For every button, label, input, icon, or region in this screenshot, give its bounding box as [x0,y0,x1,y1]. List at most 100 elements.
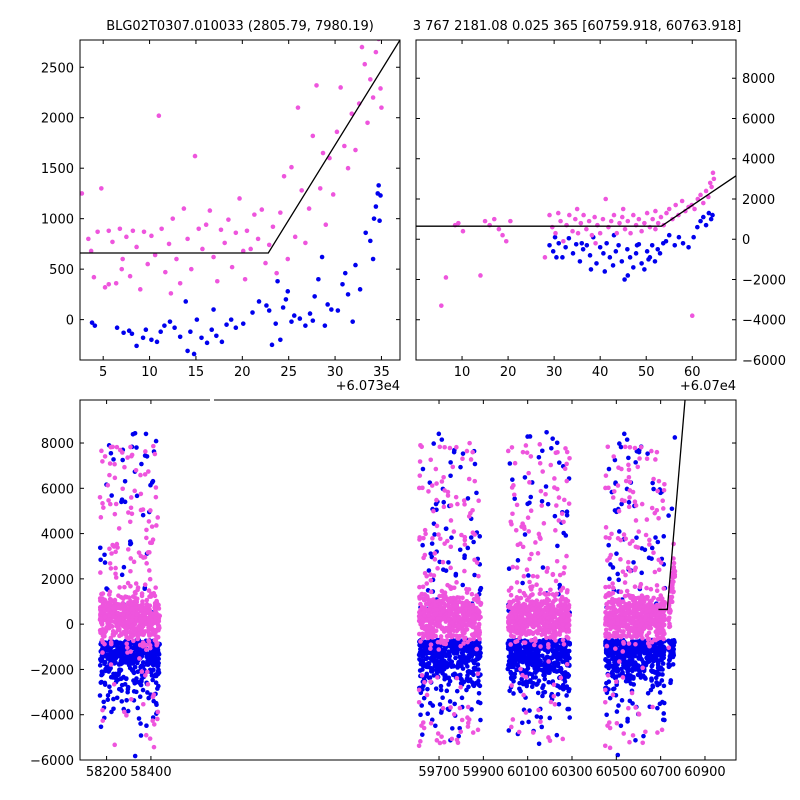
pink-data-point [521,573,527,579]
blue-data-point [669,506,675,512]
pink-data-point [437,740,443,746]
pink-data-point [114,541,120,547]
pink-data-point [615,598,621,603]
pink-data-point [124,645,130,650]
pink-data-point [430,633,435,639]
pink-data-point [628,595,633,601]
pink-data-point [449,736,455,742]
pink-data-point [627,479,633,485]
pink-data-point [566,622,572,628]
blue-data-point [153,438,159,444]
pink-data-point [520,627,525,632]
pink-data-point [564,461,569,467]
pink-data-point [455,636,461,641]
pink-data-point [519,524,524,529]
blue-data-point [666,664,672,670]
pink-data-point [196,226,202,232]
pink-data-point [562,466,568,472]
blue-data-point [143,431,149,437]
pink-data-point [626,467,632,473]
pink-data-point [117,626,122,632]
pink-data-point [115,545,120,550]
pink-data-point [627,739,632,745]
pink-data-point [692,206,697,212]
pink-data-point [655,488,660,494]
pink-data-point [653,457,658,462]
y-tick-label: −4000 [742,314,786,329]
blue-data-point [199,335,204,341]
blue-data-point [619,501,624,507]
pink-data-point [535,551,541,556]
blue-data-point [650,683,656,688]
pink-data-point [644,456,650,461]
pink-data-point [625,622,631,628]
pink-data-point [560,585,566,591]
pink-data-point [428,642,434,647]
blue-data-point [291,313,297,318]
blue-data-point [185,348,190,354]
pink-data-point [603,525,609,530]
pink-data-point [603,196,608,202]
pink-data-point [510,619,516,625]
blue-data-point [472,461,478,467]
blue-data-point [117,668,122,674]
pink-data-point [516,729,522,735]
blue-data-point [240,321,246,326]
blue-data-point [420,663,426,669]
pink-data-point [121,709,127,715]
pink-data-point [100,591,106,596]
pink-data-point [100,718,106,723]
pink-data-point [110,605,116,611]
pink-data-point [621,731,627,736]
pink-data-point [129,617,135,623]
blue-data-point [460,660,465,665]
pink-data-point [462,568,467,574]
pink-data-point [460,228,466,234]
pink-data-point [420,485,425,491]
pink-data-point [558,218,563,224]
blue-data-point [418,646,423,652]
blue-data-point [98,680,104,685]
pink-data-point [419,673,425,678]
pink-data-point [475,596,481,601]
pink-data-point [656,478,662,484]
pink-data-point [658,214,664,220]
pink-data-point [379,105,384,110]
pink-data-point [640,740,646,746]
pink-data-point [550,571,556,577]
pink-data-point [170,216,176,221]
blue-data-point [132,664,138,670]
blue-data-point [472,572,477,578]
pink-data-point [649,613,655,618]
pink-data-point [150,718,155,724]
blue-data-point [649,678,654,683]
blue-data-point [468,652,474,658]
blue-data-point [111,659,117,664]
pink-data-point [528,454,534,459]
blue-data-point [528,494,534,500]
pink-data-point [514,565,520,570]
pink-data-point [545,628,550,634]
blue-data-point [672,242,678,248]
pink-data-point [450,612,456,618]
pink-data-point [555,449,560,455]
pink-data-point [144,535,149,541]
blue-data-point [454,688,460,694]
pink-data-point [111,632,117,638]
blue-data-point [621,655,627,661]
pink-data-point [536,627,541,633]
pink-data-point [111,681,117,687]
y-tick-label: −2000 [742,273,786,288]
pink-data-point [636,216,642,222]
pink-data-point [100,501,105,506]
pink-data-point [147,614,152,620]
pink-data-point [538,536,543,542]
pink-data-point [524,607,530,613]
pink-data-point [461,641,466,646]
blue-data-point [514,667,519,673]
blue-data-point [325,302,330,307]
blue-data-point [285,289,291,294]
pink-data-point [436,647,442,652]
pink-data-point [537,461,543,466]
pink-data-point [153,485,159,490]
